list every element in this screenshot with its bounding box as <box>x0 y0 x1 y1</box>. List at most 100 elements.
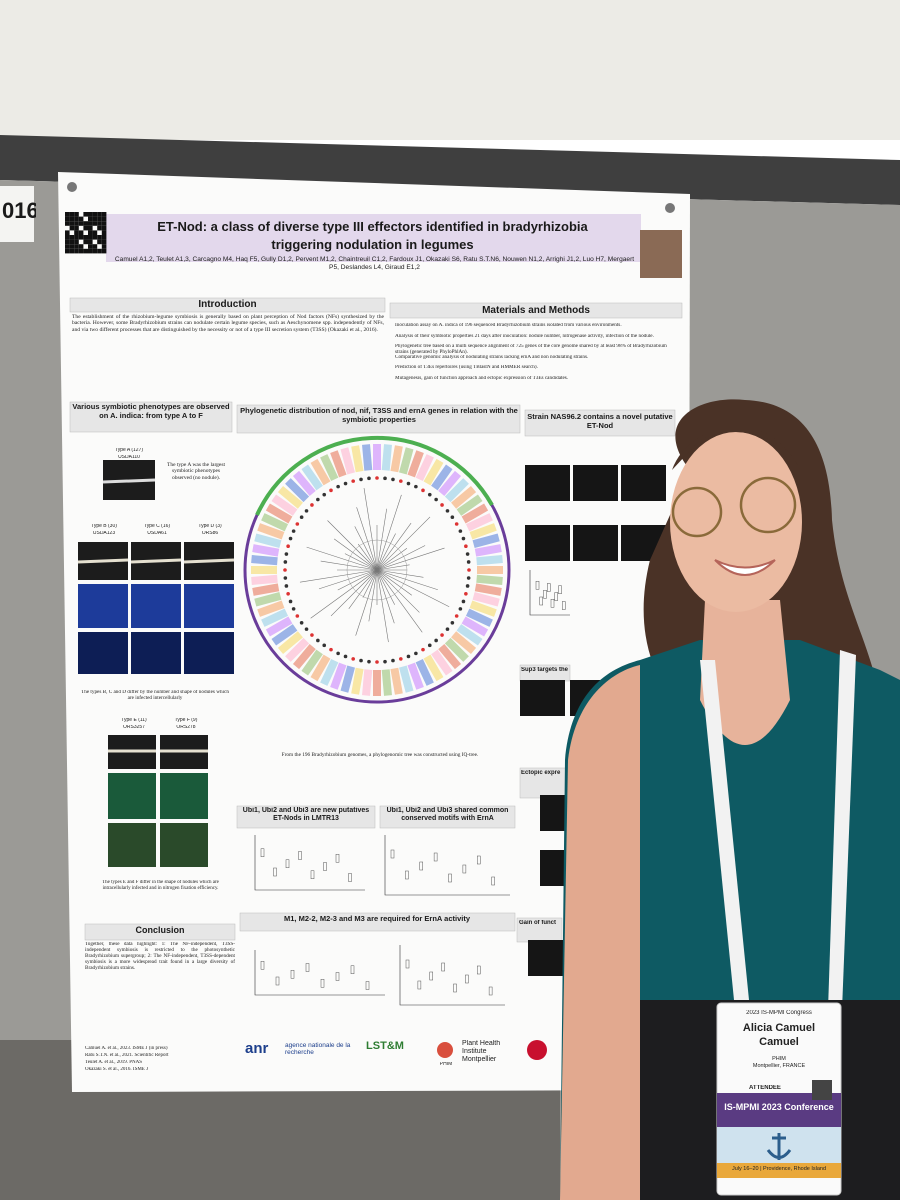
4-label: Type E (11) <box>121 718 147 723</box>
plot-box <box>335 972 340 981</box>
headings-phenotypes: Various symbiotic phenotypes are observe… <box>72 403 230 420</box>
tree-branch <box>356 507 378 571</box>
qr-cell <box>65 239 70 245</box>
plot-box <box>539 596 543 606</box>
tree-band <box>285 478 310 503</box>
tree-band <box>474 544 502 557</box>
tree-band <box>261 608 289 627</box>
tree-dot <box>351 657 355 661</box>
tree-band <box>469 523 497 540</box>
tree-dot <box>414 651 418 656</box>
tree-dot <box>465 552 470 556</box>
poster-type-ef-note: The types E and F differ in the shape of… <box>102 880 219 891</box>
tree-band <box>472 592 500 607</box>
tree-band <box>310 458 331 486</box>
3-strain: ORS86 <box>201 531 219 536</box>
plot-box <box>405 959 410 969</box>
plot-box <box>547 583 551 592</box>
badge-qr <box>812 1080 832 1100</box>
tree-band <box>310 654 331 682</box>
tree-dot <box>322 643 327 648</box>
poster-phylogeny-note: From the 196 Bradyrhizobium genomes, a p… <box>281 752 479 758</box>
qr-cell <box>83 248 88 254</box>
pin <box>665 203 675 213</box>
qr-cell <box>78 244 84 249</box>
tree-band <box>257 600 285 617</box>
tree-dot <box>284 584 289 588</box>
tree-dot <box>465 584 470 588</box>
tree-dot <box>283 576 288 580</box>
headings-conclusion: Conclusion <box>135 925 185 935</box>
tree-branch <box>376 569 412 596</box>
qr-cell <box>101 221 107 226</box>
tree-branch <box>355 569 378 636</box>
tree-dot <box>445 627 450 631</box>
tree-band <box>340 447 355 475</box>
logos-3: PHIM <box>439 1062 453 1067</box>
plot-box <box>477 965 481 975</box>
lanyard <box>828 650 856 1010</box>
tree-dot <box>391 477 395 482</box>
heading-box <box>69 297 386 313</box>
tree-band <box>390 667 403 695</box>
plot-axes <box>529 570 570 616</box>
tree-dot <box>291 529 296 533</box>
plot-axes <box>254 950 385 996</box>
headings-phylogeny: Phylogenetic distribution of nod, nif, T… <box>240 407 518 424</box>
tree-dot <box>406 654 411 659</box>
4-strain: ORS3257 <box>123 725 145 730</box>
tree-dot <box>466 576 471 580</box>
tree-branch <box>376 533 396 571</box>
qr-cell <box>101 225 107 231</box>
tree-dot <box>458 529 463 533</box>
plot-box <box>260 848 265 857</box>
plot-box <box>285 859 290 868</box>
1-strain: USDA123 <box>92 531 116 536</box>
fringe <box>672 426 800 470</box>
qr-cell <box>69 244 75 249</box>
tree-band <box>251 555 278 566</box>
logos-4: Plant Health Institute Montpellier <box>462 1040 501 1064</box>
tree-dot <box>406 481 411 486</box>
qr-cell <box>92 235 98 240</box>
tree-dot <box>288 599 293 604</box>
qr-cell <box>92 244 98 249</box>
tree-branch <box>306 546 378 571</box>
tree-band <box>474 583 502 596</box>
qr-cell <box>88 221 93 226</box>
tree-band <box>399 447 414 475</box>
tree-dot <box>440 633 444 637</box>
qr-cell <box>88 225 93 231</box>
micrograph <box>160 823 208 867</box>
tree-branch <box>376 569 450 608</box>
title-lines-1: triggering nodulation in legumes <box>271 238 474 252</box>
tree-band <box>381 444 392 471</box>
qr-cell <box>88 244 93 249</box>
tree-band <box>461 503 489 524</box>
tree-dot <box>322 492 327 497</box>
qr-cell <box>74 230 79 235</box>
tree-branch <box>376 569 438 591</box>
qr-cell <box>65 230 70 235</box>
plot-box <box>365 981 370 990</box>
tree-band <box>301 649 323 676</box>
micrograph <box>184 584 234 628</box>
name-lines-0: Alicia Camuel <box>742 1022 816 1034</box>
board-frame <box>0 135 900 205</box>
tree-branch <box>376 545 426 571</box>
tree-dot <box>399 657 403 661</box>
qr-cell <box>65 221 70 226</box>
qr-cell <box>97 225 102 231</box>
qr-cell <box>92 221 98 226</box>
qr-cell <box>65 212 70 217</box>
micrograph <box>131 584 181 628</box>
qr-cell <box>97 239 102 245</box>
qr-cell <box>65 235 70 240</box>
headings-motifs-required: M1, M2-2, M2-3 and M3 are required for E… <box>283 915 471 923</box>
tree-dot <box>427 492 432 497</box>
plot-box <box>350 965 355 974</box>
tree-dot <box>445 509 450 513</box>
plot-box <box>275 976 280 986</box>
tree-dot <box>454 522 459 526</box>
